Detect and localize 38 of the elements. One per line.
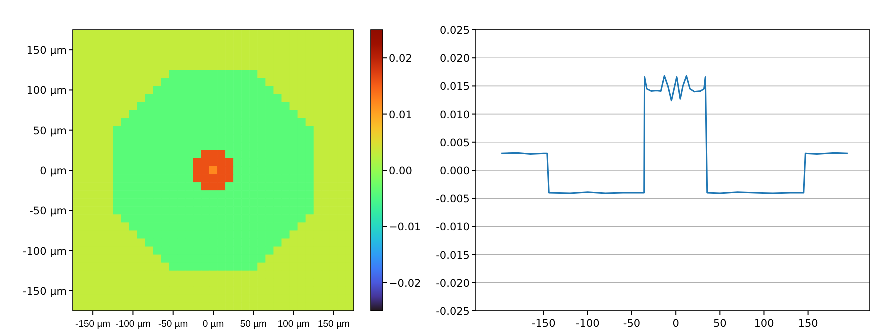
x-tick-label: -150 — [532, 318, 556, 330]
x-tick-label: -50 — [623, 318, 641, 330]
y-tick-label: -0.020 — [436, 278, 470, 290]
x-tick-label: -100 — [576, 318, 600, 330]
x-tick-label: 50 — [713, 318, 727, 330]
y-tick-label: 0.015 — [440, 81, 470, 94]
y-tick-label: 0.010 — [440, 109, 470, 122]
y-tick-label: 0.000 — [440, 166, 470, 178]
y-tick-label: -100 µm — [22, 246, 67, 258]
color-bar-label: −0.01 — [389, 222, 422, 234]
y-tick-label: 0.020 — [440, 53, 470, 66]
line-series — [500, 75, 849, 194]
x-tick-label: 100 — [754, 318, 774, 330]
y-tick-label: -0.010 — [436, 222, 470, 234]
x-tick-label: 100 µm — [278, 319, 310, 330]
y-tick-label: 50 µm — [33, 125, 67, 138]
x-tick-label: 150 — [798, 318, 818, 330]
y-tick-label: -0.015 — [436, 250, 470, 262]
y-tick-label: 0.005 — [440, 137, 470, 150]
y-tick-label: 150 µm — [26, 45, 67, 58]
y-tick-label: -0.025 — [436, 306, 470, 318]
x-tick-label: -50 µm — [158, 319, 188, 330]
y-tick-label: -50 µm — [30, 206, 67, 218]
x-tick-label: 50 µm — [240, 319, 268, 330]
x-tick-label: -100 µm — [116, 319, 151, 330]
color-bar-label: 0.01 — [389, 109, 412, 122]
x-tick-label: -150 µm — [76, 319, 111, 330]
x-tick-label: 0 µm — [202, 319, 224, 330]
y-tick-label: 0.025 — [440, 25, 470, 37]
y-tick-label: -150 µm — [22, 286, 67, 298]
y-tick-label: 100 µm — [26, 85, 67, 98]
color-bar-label: 0.00 — [389, 166, 412, 178]
color-bar-label: −0.02 — [389, 278, 422, 290]
color-bar-label: 0.02 — [389, 53, 412, 66]
x-tick-label: 150 µm — [318, 319, 350, 330]
y-tick-label: -0.005 — [436, 194, 470, 206]
y-tick-label: 0 µm — [40, 166, 67, 178]
x-tick-label: 0 — [672, 318, 680, 330]
